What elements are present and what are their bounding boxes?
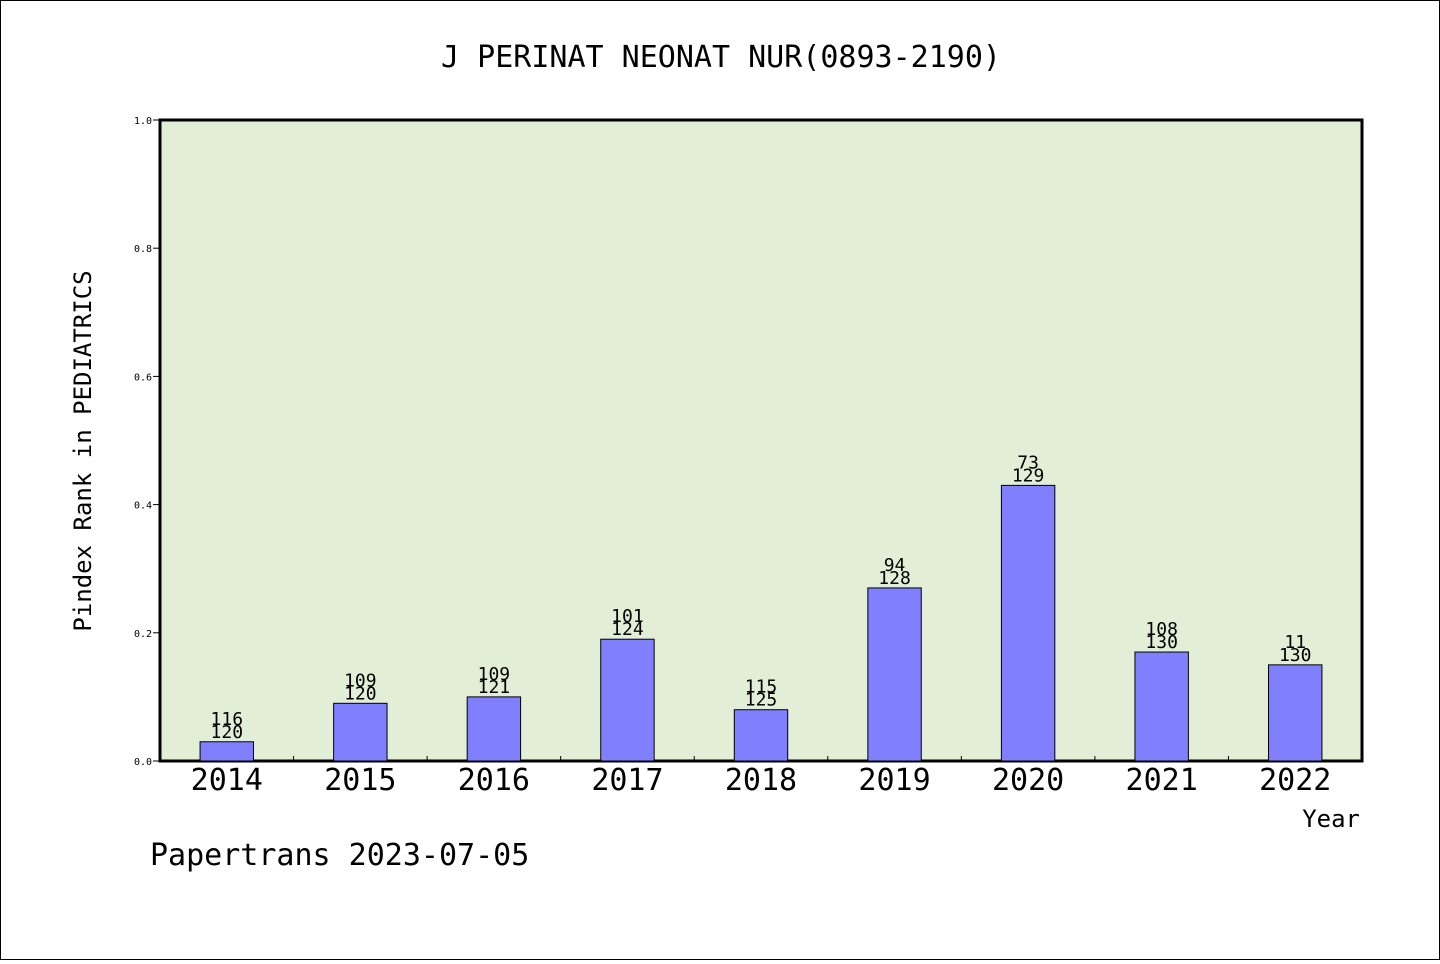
y-axis: 0.0 0.2 0.4 0.6 0.8 1.0 [134,116,160,768]
y-tick-label: 0.0 [134,757,152,768]
rank-label: 109 [344,670,377,691]
rank-label: 116 [211,709,244,730]
rank-label: 73 [1017,452,1039,473]
bar-2017 [600,638,655,762]
rank-label: 94 [884,555,906,576]
bar-2016 [466,696,522,762]
bar-2022 [1268,664,1323,762]
rank-label: 109 [478,664,511,685]
chart-title: J PERINAT NEONAT NUR(0893-2190) [441,40,1001,75]
total-label: 128 [878,568,911,589]
rank-label: 108 [1145,619,1178,640]
bar-2019 [867,587,922,762]
x-tick-label: 2018 [725,763,797,798]
y-tick-label: 0.8 [134,244,152,255]
y-tick-label: 0.4 [134,501,152,512]
x-tick-label: 2020 [992,763,1064,798]
total-label: 120 [344,683,377,704]
bar-2020 [1000,484,1056,762]
x-axis-label: Year [1302,805,1360,833]
bar-2015 [333,702,388,762]
rank-label: 11 [1284,632,1306,653]
total-label: 121 [478,677,511,698]
footer-credit: Papertrans 2023-07-05 [150,838,529,873]
x-tick-label: 2017 [591,763,663,798]
y-tick-label: 0.2 [134,629,152,640]
total-label: 129 [1012,465,1045,486]
y-axis-label: Pindex Rank in PEDIATRICS [69,270,97,631]
x-tick-label: 2022 [1259,763,1331,798]
x-tick-label: 2015 [324,763,396,798]
y-tick-label: 1.0 [134,116,152,127]
x-tick-label: 2014 [191,763,263,798]
bar-2014 [199,741,254,762]
total-label: 124 [611,619,644,640]
total-label: 130 [1279,645,1312,666]
x-tick-label: 2019 [858,763,930,798]
bars: 1161201091201091211011241151259412873129… [199,452,1323,762]
x-tick-label: 2016 [458,763,530,798]
y-tick-label: 0.6 [134,372,152,383]
total-label: 130 [1145,632,1178,653]
bar-2021 [1134,651,1189,762]
x-tick-label: 2021 [1126,763,1198,798]
rank-label: 101 [611,606,644,627]
x-axis: 2014 2015 2016 2017 2018 2019 2020 2021 2022 [191,756,1331,798]
total-label: 120 [211,722,244,743]
total-label: 125 [745,690,778,711]
bar-2018 [733,709,789,762]
rank-label: 115 [745,677,778,698]
